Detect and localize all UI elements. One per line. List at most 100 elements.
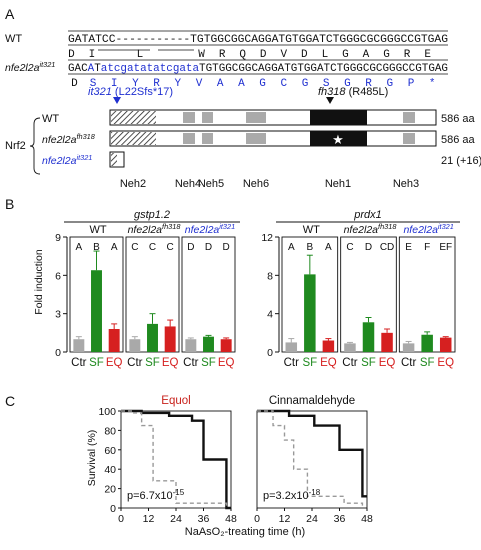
mutant-amino-acid: R: [365, 78, 372, 90]
treatment-label: Ctr: [71, 357, 87, 369]
wt-amino-acid: L: [137, 49, 144, 61]
neh1-domain: [310, 110, 367, 125]
treatment-label: Ctr: [127, 357, 143, 369]
ctr-bar: [73, 339, 85, 352]
mutant-dna-sequence: GACATatcgatatatcgataTGTGGCGGCAGGATGTGGAT…: [68, 63, 448, 75]
solid-survival-curve: [257, 409, 367, 498]
group-title-sup: fh318: [162, 222, 181, 231]
y-tick-label: 12: [261, 232, 273, 244]
significance-letter: D: [187, 242, 194, 253]
treatment-label: Ctr: [183, 357, 199, 369]
ctr-bar: [185, 339, 197, 352]
wt-amino-acid: A: [363, 49, 370, 61]
sf-bar: [203, 336, 214, 352]
treatment-label: EQ: [162, 357, 179, 369]
gene-title: gstp1.2: [134, 209, 170, 221]
panel-label-a: A: [5, 6, 15, 22]
treatment-label: EQ: [106, 357, 123, 369]
y-tick-label: 3: [55, 309, 61, 321]
it321-allele: it321: [88, 86, 112, 98]
wt-amino-acid: W: [198, 49, 205, 61]
neh2-domain: [111, 132, 156, 145]
p-value-exponent: -18: [309, 488, 321, 497]
mutant-amino-acid: A: [238, 78, 245, 90]
neh4-domain: [183, 133, 195, 144]
group-title: nfe2l2ait321: [185, 222, 235, 236]
mutant-amino-acid: D: [71, 78, 78, 90]
ctr-bar: [344, 343, 356, 352]
significance-letter: D: [223, 242, 230, 253]
wt-amino-acid: R: [219, 49, 226, 61]
neh3-domain: [403, 112, 415, 123]
domain-label: Neh5: [198, 178, 224, 190]
group-title: nfe2l2afh318: [128, 222, 182, 236]
neh6-domain: [246, 133, 266, 144]
wt-amino-acid: I: [89, 49, 96, 61]
fh318-mutation-label: fh318 (R485L): [318, 86, 388, 98]
domain-label: Neh6: [243, 178, 269, 190]
mutant-dna-segment: GAC: [68, 63, 88, 75]
protein-bracket: [29, 117, 41, 175]
treatment-label: SF: [145, 357, 160, 369]
eq-bar: [108, 329, 120, 352]
significance-letter: A: [111, 242, 118, 253]
treatment-label: SF: [420, 357, 435, 369]
significance-letter: C: [346, 242, 353, 253]
protein-length: 586 aa: [441, 113, 476, 125]
group-title-base: nfe2l2a: [403, 224, 438, 236]
group-title-sup: fh318: [378, 222, 397, 231]
wt-amino-acid: Q: [239, 49, 246, 61]
it321-change: (L22Sfs*17): [112, 86, 173, 98]
genotype-label-sup: fh318: [76, 132, 95, 141]
y-tick-label: 0: [110, 503, 116, 515]
neh2-domain: [111, 111, 156, 124]
treatment-label: EQ: [379, 357, 396, 369]
survival-plot-title: Cinnamaldehyde: [269, 395, 355, 407]
mutant-amino-acid: S: [323, 78, 330, 90]
group-title-base: nfe2l2a: [344, 224, 379, 236]
wt-amino-acid: L: [322, 49, 329, 61]
mutant-amino-acid: I: [111, 78, 118, 90]
mutant-amino-acid: A: [217, 78, 224, 90]
p-value-exponent: -15: [173, 488, 185, 497]
domain-label: Neh4: [175, 178, 201, 190]
wt-seq-label: WT: [5, 33, 22, 45]
dashed-survival-curve: [257, 410, 364, 508]
mutant-amino-acid: Y: [132, 78, 139, 90]
y-tick-label: 80: [104, 425, 116, 437]
significance-letter: E: [405, 242, 412, 253]
neh3-domain: [403, 133, 415, 144]
eq-bar: [164, 326, 176, 352]
ctr-bar: [402, 343, 415, 352]
mutant-amino-acid: C: [280, 78, 287, 90]
y-tick-label: 20: [104, 484, 116, 496]
fh318-allele: fh318: [318, 86, 346, 98]
significance-letter: A: [325, 242, 332, 253]
domain-label: Neh2: [120, 178, 146, 190]
y-tick-label: 4: [267, 309, 273, 321]
genotype-label: nfe2l2ait321: [42, 153, 92, 167]
treatment-label: Ctr: [284, 357, 300, 369]
neh4-domain: [183, 112, 195, 123]
neh1-domain: [310, 131, 367, 146]
ctr-bar: [285, 342, 298, 352]
mutant-dna-segment: A: [88, 63, 95, 75]
y-tick-label: 40: [104, 464, 116, 476]
domain-label: Neh3: [393, 178, 419, 190]
significance-letter: D: [205, 242, 212, 253]
genotype-label-base: nfe2l2a: [42, 134, 77, 146]
eq-bar: [381, 332, 393, 352]
neh6-domain: [246, 112, 266, 123]
protein-length: 586 aa: [441, 134, 476, 146]
x-tick-label: 0: [254, 513, 260, 525]
significance-letter: EF: [439, 242, 452, 253]
x-tick-label: 48: [225, 513, 237, 525]
significance-letter: C: [131, 242, 138, 253]
survival-plot-title: Equol: [161, 395, 190, 407]
group-title: nfe2l2ait321: [403, 222, 453, 236]
mutant-seq-label-base: nfe2l2a: [5, 62, 40, 74]
group-title-base: nfe2l2a: [185, 224, 220, 236]
domain-label: Neh1: [325, 178, 351, 190]
group-title-sup: it321: [219, 222, 235, 231]
neh5-domain: [202, 133, 213, 144]
